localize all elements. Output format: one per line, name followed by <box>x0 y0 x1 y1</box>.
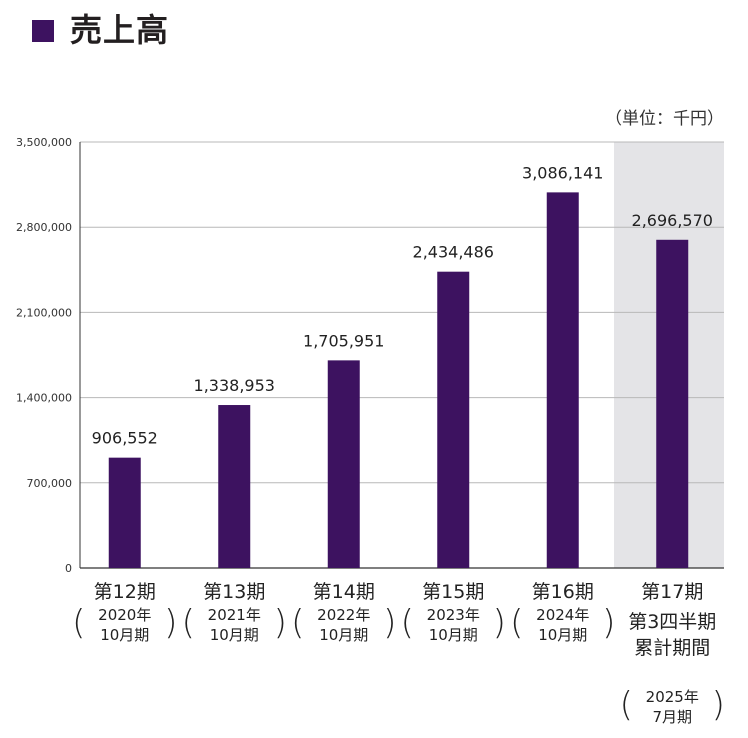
category-label: 第16期 <box>532 581 594 603</box>
paren-close: ) <box>602 603 615 643</box>
bar-value-label: 3,086,141 <box>522 163 603 182</box>
bar-value-label: 2,434,486 <box>413 243 494 262</box>
category-label: 第12期 <box>94 581 156 603</box>
title-marker <box>32 20 54 42</box>
y-tick-label: 0 <box>65 562 72 575</box>
category-sub-label: 10月期 <box>429 626 478 644</box>
category-extra-label: 第3四半期 <box>628 611 716 633</box>
category-label: 第14期 <box>313 581 375 603</box>
y-tick-label: 3,500,000 <box>16 136 72 149</box>
paren-close: ) <box>383 603 396 643</box>
paren-close: ) <box>712 685 725 725</box>
paren-open: ( <box>182 603 195 643</box>
bar <box>327 360 360 568</box>
category-sub-label: 2023年 <box>427 606 480 624</box>
unit-label: （単位：千円） <box>605 109 724 129</box>
category-label: 第15期 <box>422 581 484 603</box>
category-sub-label: 10月期 <box>538 626 587 644</box>
y-tick-label: 2,100,000 <box>16 306 72 319</box>
paren-close: ) <box>493 603 506 643</box>
paren-close: ) <box>164 603 177 643</box>
paren-close: ) <box>274 603 287 643</box>
bar-value-label: 1,338,953 <box>194 376 275 395</box>
category-extra-label: 累計期間 <box>634 637 710 659</box>
category-sub-label: 10月期 <box>319 626 368 644</box>
bar <box>656 239 689 568</box>
bar <box>218 405 251 568</box>
paren-open: ( <box>291 603 304 643</box>
category-sub-label: 2022年 <box>317 606 370 624</box>
category-sub-label: 2024年 <box>536 606 589 624</box>
paren-open: ( <box>510 603 523 643</box>
bar <box>108 457 141 568</box>
chart-title: 売上高 <box>70 11 170 49</box>
y-tick-label: 1,400,000 <box>16 392 72 405</box>
paren-open: ( <box>72 603 85 643</box>
category-sub-label: 2025年 <box>646 688 699 706</box>
y-tick-label: 700,000 <box>27 477 73 490</box>
y-tick-label: 2,800,000 <box>16 221 72 234</box>
category-sub-label: 10月期 <box>100 626 149 644</box>
category-sub-label: 2020年 <box>98 606 151 624</box>
bar <box>546 192 579 568</box>
category-sub-label: 7月期 <box>652 708 692 726</box>
paren-open: ( <box>401 603 414 643</box>
bar-value-label: 1,705,951 <box>303 331 384 350</box>
category-label: 第17期 <box>641 581 703 603</box>
category-sub-label: 10月期 <box>210 626 259 644</box>
category-sub-label: 2021年 <box>208 606 261 624</box>
paren-open: ( <box>620 685 633 725</box>
bar-value-label: 2,696,570 <box>632 211 713 230</box>
category-label: 第13期 <box>203 581 265 603</box>
bar <box>437 271 470 568</box>
bar-value-label: 906,552 <box>92 429 158 448</box>
